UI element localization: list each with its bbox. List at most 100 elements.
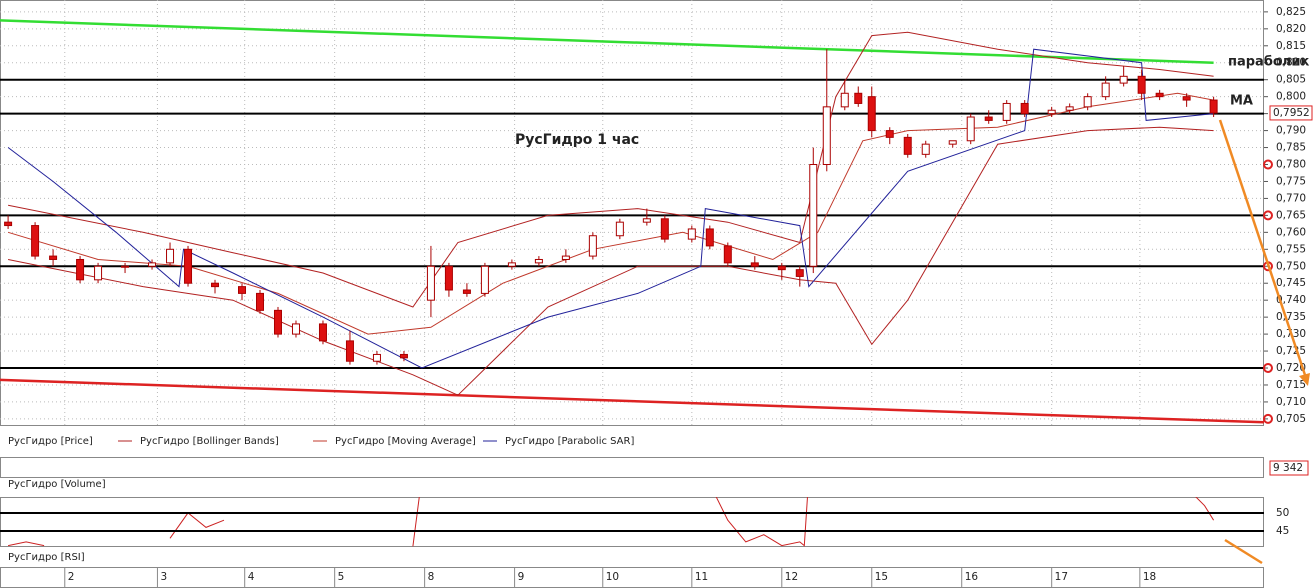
candle-body — [1002, 102, 1011, 121]
candle-body — [1155, 92, 1164, 98]
x-tick-label: 3 — [160, 571, 167, 583]
x-tick-label: 5 — [338, 571, 345, 583]
volume-box — [1269, 460, 1309, 476]
candle-body — [1020, 102, 1029, 115]
annotation: параболик — [1228, 55, 1309, 70]
axis-marker — [1263, 413, 1273, 424]
candle-body — [318, 323, 327, 342]
y-tick-label: 0,705 — [1276, 413, 1306, 425]
candle-body — [840, 92, 849, 108]
candle-body — [777, 265, 786, 271]
candle-body — [660, 218, 669, 240]
candle-body — [921, 143, 930, 155]
candle-body — [166, 248, 175, 264]
y-tick-label: 0,805 — [1276, 74, 1306, 86]
x-tick-label: 12 — [785, 571, 798, 583]
candle-body — [372, 353, 381, 362]
candle-body — [642, 218, 651, 223]
y-tick-label: 0,735 — [1276, 311, 1306, 323]
x-tick-label: 9 — [518, 571, 525, 583]
y-tick-label: 0,760 — [1276, 226, 1306, 238]
candle-body — [345, 340, 354, 362]
candle-body — [1047, 109, 1056, 115]
legend-label: РусГидро [Moving Average] — [335, 436, 476, 447]
y-tick-label: 0,825 — [1276, 6, 1306, 18]
candle-body — [795, 269, 804, 277]
candle-body — [867, 96, 876, 132]
candle-body — [1083, 96, 1092, 108]
candle-body — [723, 245, 732, 264]
y-tick-label: 0,715 — [1276, 379, 1306, 391]
candle-body — [1182, 96, 1191, 101]
candle-body — [885, 130, 894, 138]
candle-body — [966, 116, 975, 142]
candle-body — [1137, 75, 1146, 94]
panel-label: РусГидро [RSI] — [8, 552, 85, 563]
candle-body — [615, 221, 624, 237]
y-tick-label: 0,790 — [1276, 125, 1306, 137]
panel-label: РусГидро [Volume] — [8, 479, 106, 490]
y-tick-label: 50 — [1276, 507, 1289, 519]
candle-body — [903, 136, 912, 155]
candle-body — [1101, 82, 1110, 98]
candle-body — [750, 262, 759, 267]
rsi-panel — [0, 497, 1264, 547]
candle-body — [462, 289, 471, 294]
trendline — [0, 19, 1214, 64]
last-price-box — [1269, 105, 1313, 121]
candle-body — [94, 265, 103, 281]
candle-body — [1119, 75, 1128, 84]
rsi-line — [7, 497, 1215, 547]
candle-body — [984, 116, 993, 121]
bollinger-upper — [8, 31, 1214, 308]
x-tick-label: 17 — [1055, 571, 1068, 583]
candle-body — [291, 323, 300, 335]
candle-body — [854, 92, 863, 104]
y-tick-label: 0,745 — [1276, 277, 1306, 289]
last-price-label: 0,7952 — [1273, 107, 1310, 119]
candle-body — [561, 255, 570, 260]
y-tick-label: 0,810 — [1276, 57, 1306, 69]
volume-panel — [0, 457, 1264, 478]
candle-body — [480, 265, 489, 294]
candle-body — [534, 258, 543, 264]
indicator-line — [7, 48, 1214, 369]
y-tick-label: 0,750 — [1276, 260, 1306, 272]
volume-label: 9 342 — [1273, 462, 1303, 474]
candle-body — [255, 292, 264, 311]
x-tick-label: 10 — [606, 571, 619, 583]
candle-body — [273, 309, 282, 335]
y-tick-label: 0,770 — [1276, 192, 1306, 204]
x-tick-label: 15 — [875, 571, 888, 583]
chart-title: РусГидро 1 час — [515, 132, 639, 148]
y-tick-label: 0,720 — [1276, 362, 1306, 374]
legend-label: РусГидро [Parabolic SAR] — [505, 436, 634, 447]
legend-label: РусГидро [Price] — [8, 436, 93, 447]
y-tick-label: 0,780 — [1276, 159, 1306, 171]
axis-marker — [1263, 363, 1273, 374]
candle-body — [705, 228, 714, 247]
candle-body — [238, 286, 247, 294]
y-tick-label: 45 — [1276, 525, 1289, 537]
candle-body — [211, 282, 220, 288]
candle-body — [822, 106, 831, 166]
y-tick-label: 0,775 — [1276, 175, 1306, 187]
candle-body — [426, 265, 435, 301]
annotation: MA — [1230, 94, 1253, 109]
candle-body — [687, 228, 696, 240]
candle-body — [121, 265, 130, 268]
y-tick-label: 0,785 — [1276, 142, 1306, 154]
trendline — [0, 378, 1264, 424]
candle-body — [1065, 106, 1074, 111]
axis-marker — [1263, 159, 1273, 170]
y-tick-label: 0,740 — [1276, 294, 1306, 306]
candle-body — [148, 262, 157, 267]
y-tick-label: 0,815 — [1276, 40, 1306, 52]
x-tick-label: 11 — [695, 571, 708, 583]
candle-body — [49, 255, 58, 260]
candle-body — [444, 265, 453, 291]
y-tick-label: 0,725 — [1276, 345, 1306, 357]
